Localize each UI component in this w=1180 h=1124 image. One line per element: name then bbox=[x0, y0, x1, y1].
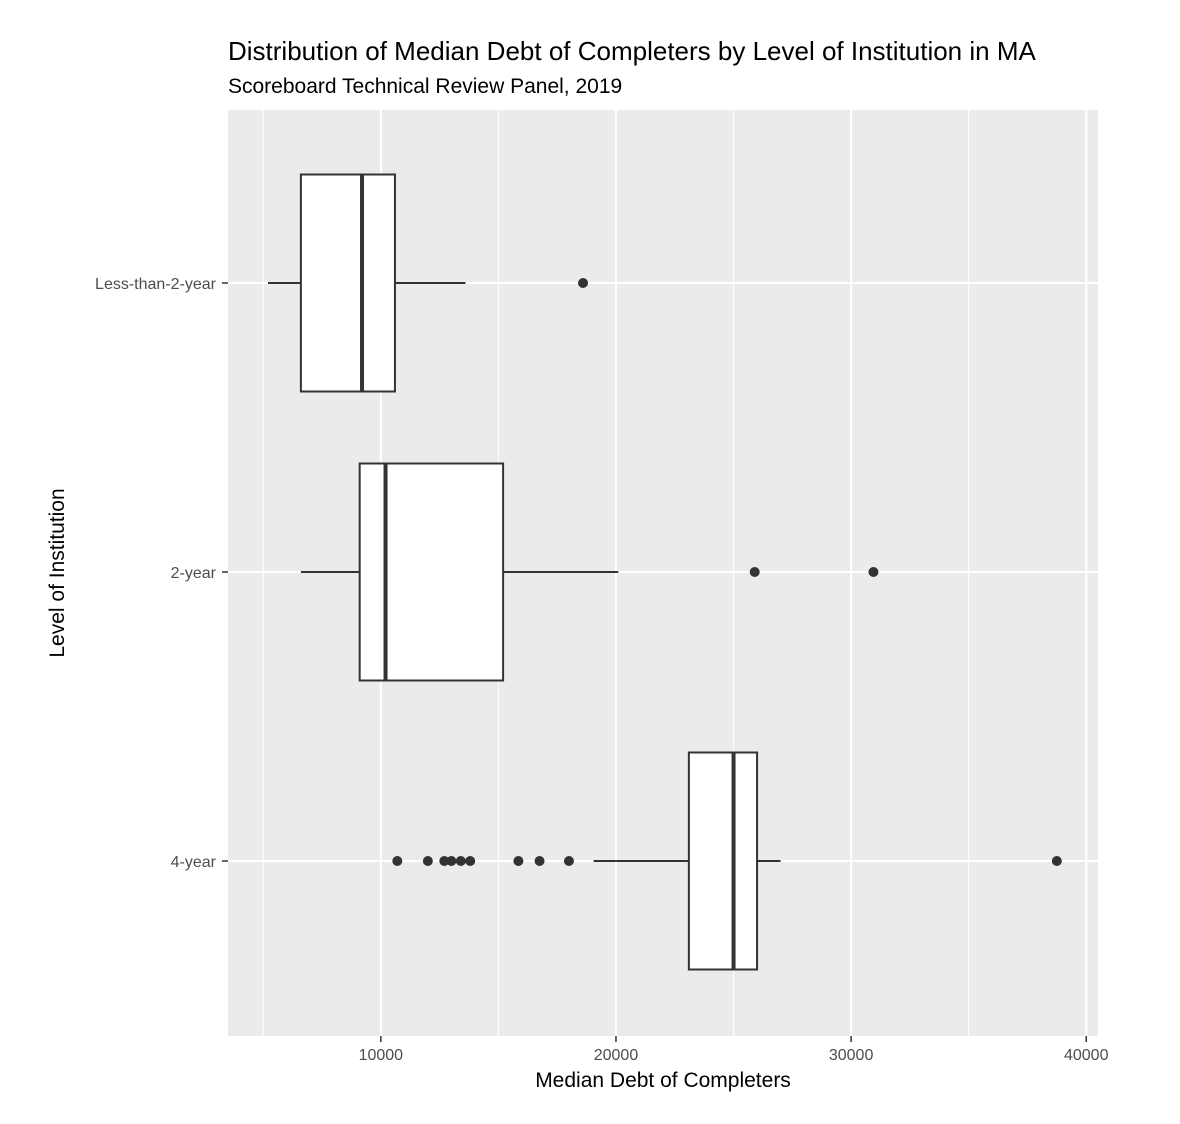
y-tick-label: Less-than-2-year bbox=[95, 276, 217, 293]
outlier-point bbox=[465, 856, 476, 866]
outlier-point bbox=[446, 856, 457, 866]
y-tick-label: 4-year bbox=[171, 854, 217, 871]
outlier-point bbox=[422, 856, 433, 866]
x-tick-label: 30000 bbox=[829, 1047, 874, 1064]
iqr-box bbox=[358, 462, 505, 682]
outlier-point bbox=[749, 567, 760, 577]
box-2-year bbox=[300, 462, 879, 682]
y-tick-label: 2-year bbox=[171, 565, 217, 582]
outlier-point bbox=[392, 856, 403, 866]
outlier-point bbox=[534, 856, 545, 866]
outlier-point bbox=[1051, 856, 1062, 866]
iqr-box bbox=[299, 173, 396, 393]
outlier-point bbox=[578, 278, 589, 288]
y-axis-title: Level of Institution bbox=[46, 488, 69, 657]
chart-subtitle: Scoreboard Technical Review Panel, 2019 bbox=[228, 75, 622, 98]
chart-title: Distribution of Median Debt of Completer… bbox=[228, 36, 1036, 66]
x-tick-label: 20000 bbox=[594, 1047, 639, 1064]
x-tick-label: 10000 bbox=[359, 1047, 404, 1064]
x-axis-title: Median Debt of Completers bbox=[535, 1069, 791, 1092]
iqr-box bbox=[687, 751, 759, 971]
boxes bbox=[267, 173, 1062, 971]
outlier-point bbox=[455, 856, 466, 866]
outlier-point bbox=[563, 856, 574, 866]
outlier-point bbox=[439, 856, 450, 866]
box-less-than-2-year bbox=[267, 173, 589, 393]
box-4-year bbox=[392, 751, 1062, 971]
axes: 10000 20000 30000 40000 Less-than-2-year 2-ye… bbox=[95, 276, 1109, 1064]
x-tick-label: 40000 bbox=[1064, 1047, 1109, 1064]
outlier-point bbox=[513, 856, 524, 866]
outlier-point bbox=[868, 567, 879, 577]
